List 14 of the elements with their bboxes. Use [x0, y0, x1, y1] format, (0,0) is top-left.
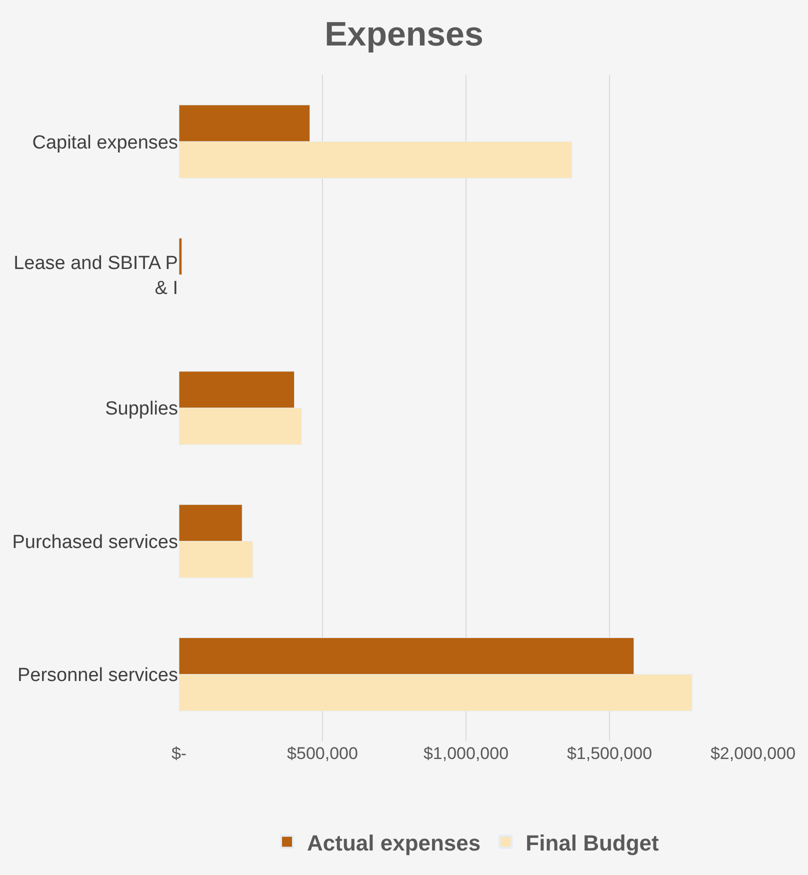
x-tick-label: $-	[171, 744, 187, 763]
legend-label: Actual expenses	[307, 830, 481, 856]
legend-label: Final Budget	[526, 830, 660, 856]
x-tick-label: $1,000,000	[423, 744, 509, 763]
y-tick-label: Capital expenses	[32, 132, 178, 154]
y-tick-label: Personnel services	[17, 665, 178, 686]
chart-title: Expenses	[324, 16, 484, 54]
x-tick-label: $500,000	[287, 744, 358, 763]
y-tick-label: Lease and SBITA P & I	[14, 253, 178, 299]
y-tick-label: Purchased services	[12, 532, 178, 553]
x-tick-label: $1,500,000	[566, 744, 652, 763]
bar	[179, 238, 182, 276]
y-tick-label: Supplies	[105, 398, 178, 420]
x-tick-label: $2,000,000	[710, 744, 796, 763]
